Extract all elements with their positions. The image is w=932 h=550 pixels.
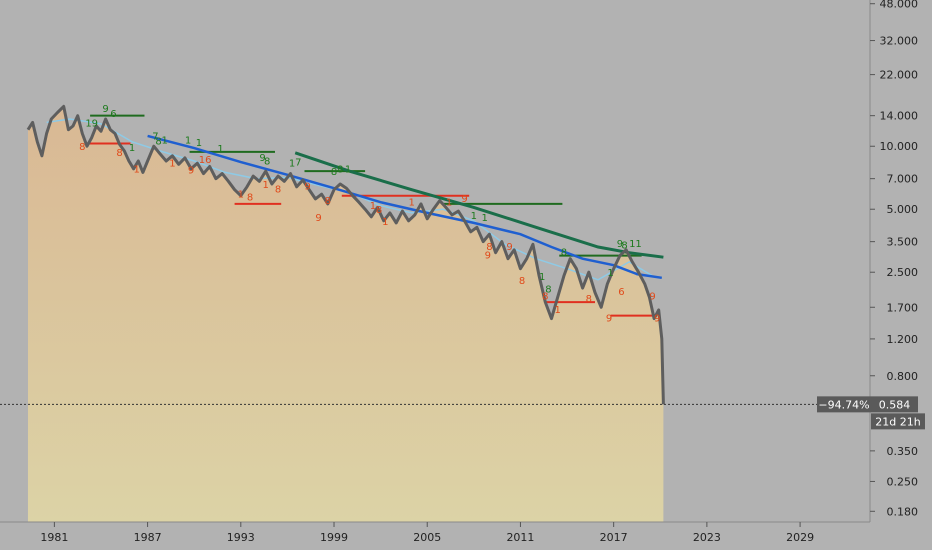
x-tick-label-5: 2011 [506,531,534,544]
x-tick-label-6: 2017 [600,531,628,544]
y-tick-label-9: 1.700 [887,301,919,314]
y-tick-label-3: 14.000 [880,110,919,123]
sell-signal-23: 8 [586,294,592,305]
buy-signal-23: 1 [629,239,635,250]
buy-signal-14: 7 [295,157,301,168]
buy-signal-18: 1 [471,211,477,222]
sell-signal-24: 9 [606,314,612,325]
sell-signal-5: 16 [199,155,212,166]
sell-signal-2: 1 [134,164,140,175]
x-tick-label-7: 2023 [693,531,721,544]
buy-signal-19: 1 [482,213,488,224]
price-axis[interactable]: 48.000 32.000 22.000 14.000 10.000 7.000 5.000… [870,0,918,518]
buy-signal-17: 1 [345,164,351,175]
buy-signal-16: 8 [337,164,343,175]
sell-signal-20: 8 [519,276,525,287]
buy-signal-0: 9 [102,104,108,115]
y-tick-label-4: 10.000 [880,140,919,153]
sell-signal-15: 9 [461,194,467,205]
last-price-tag [871,396,918,413]
x-tick-label-8: 2029 [786,531,814,544]
buy-signal-6: 1 [162,136,168,147]
countdown-tag-text: 21d 21h [875,415,920,428]
sell-signal-7: 8 [247,193,253,204]
sell-signal-26: 9 [649,292,655,303]
buy-signal-9: 1 [196,138,202,149]
price-line-layer [26,104,665,405]
x-tick-label-4: 2005 [413,531,441,544]
sell-signal-25: 6 [618,287,624,298]
sell-signal-18: 9 [506,242,512,253]
sell-signal-12: 1 [370,201,376,212]
sell-signal-6: 1 [238,189,244,200]
change-tag-text: −94.74% [818,398,869,411]
y-tick-label-12: 0.350 [887,445,919,458]
y-tick-label-13: 0.250 [887,475,919,488]
buy-signal-27: 8 [545,285,551,296]
buy-signal-25: 1 [539,272,545,283]
sell-signal-22: 1 [555,305,561,316]
buy-signal-3: 1 [85,119,91,130]
buy-signal-1: 6 [110,109,116,120]
buy-signal-20: 8 [561,248,567,259]
sell-signal-11: 9 [315,213,321,224]
sell-signal-27: 9 [654,314,660,325]
buy-signal-5: 8 [155,136,161,147]
change-tag [817,396,871,413]
buy-signal-21: 9 [617,239,623,250]
last-price-tag-text: 0.584 [879,398,911,411]
sell-signal-13: 8 [376,205,382,216]
buy-signal-13: 1 [289,159,295,170]
price-line [26,104,665,405]
sell-signal-21: 8 [542,292,548,303]
y-tick-label-2: 22.000 [880,69,919,82]
sell-signal-29: 1 [263,180,269,191]
buy-signal-15: 8 [331,167,337,178]
ma-mid-line [147,134,662,280]
sell-signal-8: 8 [275,185,281,196]
price-tags: −94.74% 0.584 21d 21h [817,396,925,430]
y-tick-label-14: 0.180 [887,505,919,518]
y-tick-label-8: 2.500 [887,266,919,279]
y-tick-label-5: 7.000 [887,173,919,186]
sell-signal-10: 8 [325,196,331,207]
buy-signal-4: 7 [152,131,158,142]
y-tick-label-11: 0.800 [887,370,919,383]
sell-signal-16: 1 [409,198,415,209]
price-area-layer [27,106,664,523]
sell-signal-0: 8 [79,142,85,153]
buy-signal-22: 8 [621,240,627,251]
buy-signal-12: 8 [264,156,270,167]
sell-signal-3: 1 [169,159,175,170]
y-tick-label-0: 48.000 [880,0,919,11]
sell-signal-1: 8 [116,148,122,159]
buy-signal-7: 1 [129,143,135,154]
y-tick-label-7: 3.500 [887,236,919,249]
buy-signal-26: 1 [607,268,613,279]
buy-signal-2: 9 [92,119,98,130]
buy-signal-8: 1 [185,136,191,147]
y-tick-label-6: 5.000 [887,203,919,216]
x-tick-label-1: 1987 [134,531,162,544]
y-tick-label-1: 32.000 [880,35,919,48]
sell-signal-28: 1 [382,217,388,228]
sell-signal-4: 9 [188,166,194,177]
buy-signal-11: 9 [259,153,265,164]
buy-signal-24: 1 [635,239,641,250]
price-area-fill [27,106,664,523]
y-tick-label-10: 1.200 [887,333,919,346]
countdown-tag [871,413,925,430]
x-tick-label-3: 1999 [320,531,348,544]
x-tick-label-0: 1981 [40,531,68,544]
x-tick-label-2: 1993 [227,531,255,544]
time-axis[interactable]: 1981 1987 1993 1999 2005 2011 2017 2023 2029 [40,522,814,544]
sell-signal-14: 1 [446,198,452,209]
sell-signal-19: 8 [486,242,492,253]
sell-signal-17: 9 [485,251,491,262]
sell-signal-9: 9 [304,182,310,193]
buy-signal-10: 1 [217,144,223,155]
